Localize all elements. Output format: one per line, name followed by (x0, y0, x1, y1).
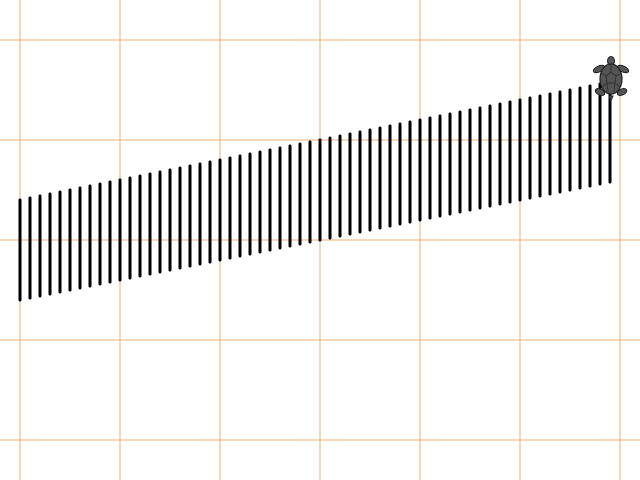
turtle-shell (599, 63, 623, 95)
turtle-icon[interactable] (592, 56, 630, 102)
pen-drawing (18, 80, 612, 302)
turtle-tail (608, 95, 614, 102)
turtle-leg-back-right (616, 88, 628, 96)
turtle-leg-back-left (594, 88, 606, 96)
turtle-shell-pattern (600, 65, 622, 93)
